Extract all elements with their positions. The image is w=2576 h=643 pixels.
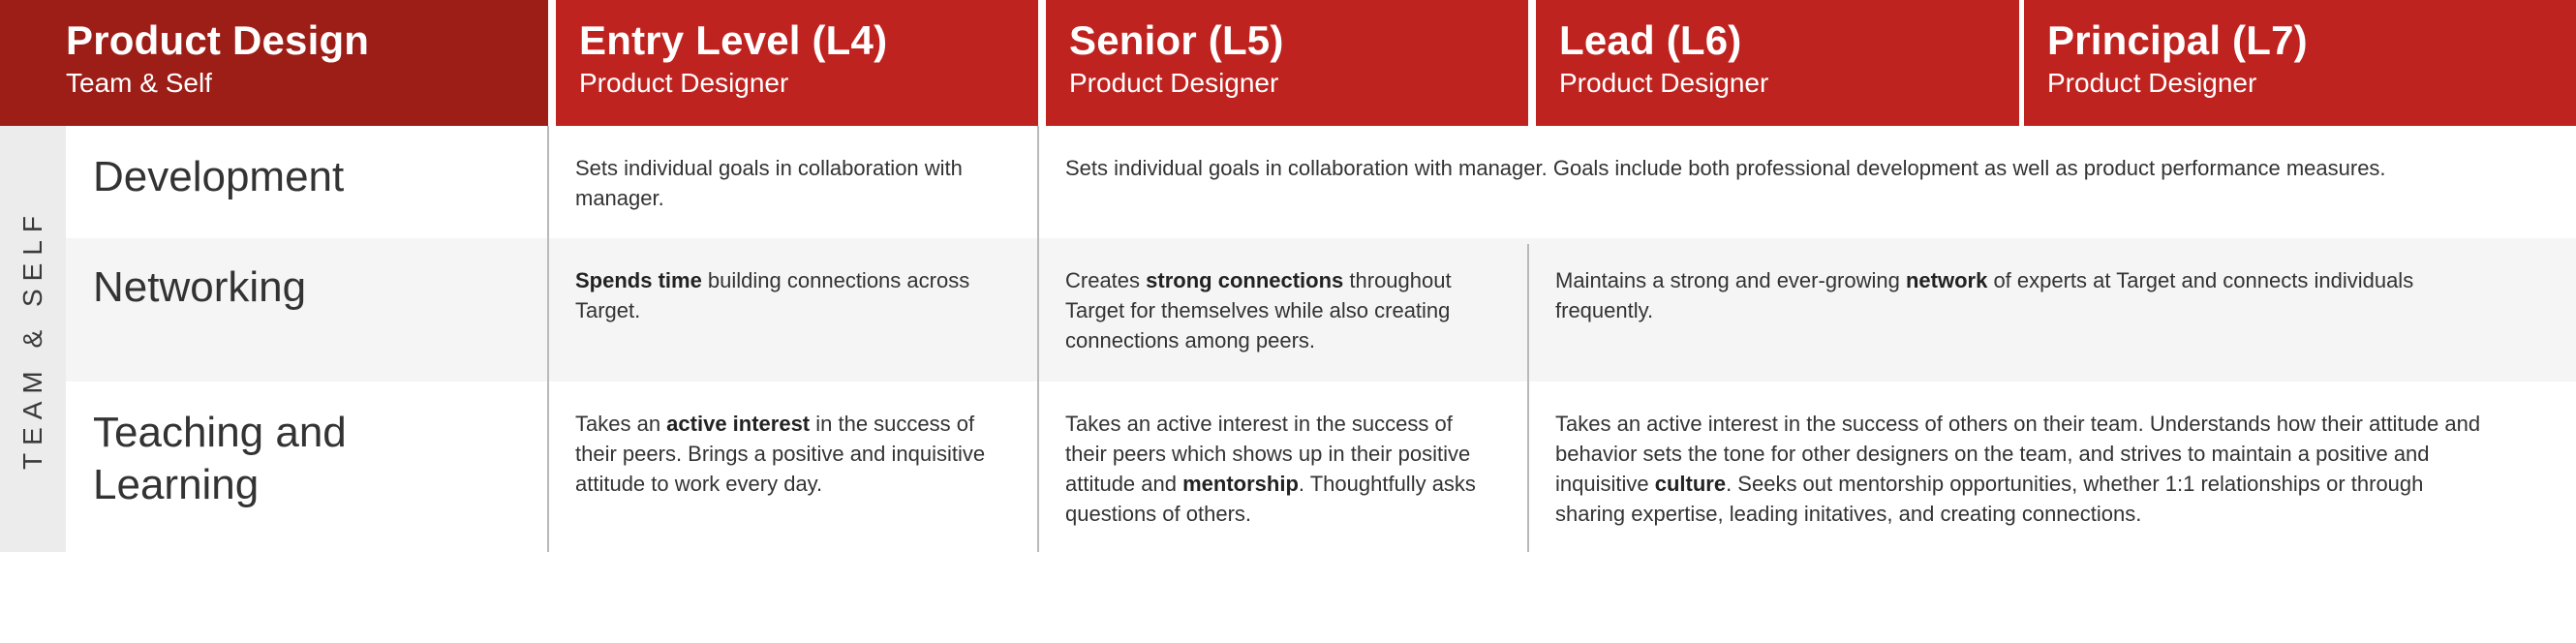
cell-text: Sets individual goals in collaboration w… [575,156,963,210]
cell-text: Takes an active interest in the success … [1065,412,1471,496]
column-divider [1527,244,1529,552]
team-and-self-vertical-label: TEAM & SELF [17,207,47,471]
column-divider [547,126,549,552]
main-subtitle: Team & Self [66,68,212,98]
cell-text: Maintains a strong and ever-growing [1555,268,1906,292]
cell-teaching-entry: Takes an active interest in the success … [575,409,1011,499]
emphasis-text: active interest [666,412,811,436]
cell-teaching-senior: Takes an active interest in the success … [1065,409,1491,529]
header-principal: Principal (L7) Product Designer [2024,0,2576,126]
row-title-line: Teaching and [93,409,347,456]
row-title: Networking [93,263,307,311]
column-title: Lead (L6) [1559,17,1742,63]
row-title-line: Learning [93,461,260,508]
column-divider [1037,126,1039,552]
header-lead: Lead (L6) Product Designer [1536,0,2019,126]
emphasis-text: strong connections [1146,268,1344,292]
column-title: Entry Level (L4) [579,17,888,63]
main-title: Product Design [66,17,370,63]
emphasis-text: culture [1654,472,1727,496]
cell-text: throughout Target for themselves while a… [1065,268,1452,352]
cell-text: Sets individual goals in collaboration w… [1065,156,2386,180]
cell-text: Creates [1065,268,1147,292]
header-senior: Senior (L5) Product Designer [1046,0,1528,126]
column-title: Senior (L5) [1069,17,1284,63]
emphasis-text: Spends time [575,268,702,292]
column-subtitle: Product Designer [2047,68,2257,98]
row-title: Development [93,153,345,200]
cell-text: . Thoughtfully asks questions of others. [1065,472,1476,526]
emphasis-text: network [1905,268,1988,292]
column-title: Principal (L7) [2047,17,2308,63]
cell-teaching-lead-principal: Takes an active interest in the success … [1555,409,2485,529]
row-title: Teaching and Learning [93,407,347,511]
row-teaching-and-learning: Teaching and Learning Takes an active in… [66,382,2576,552]
column-subtitle: Product Designer [579,68,789,98]
side-section-label: TEAM & SELF [0,126,66,552]
row-development: Development Sets individual goals in col… [66,126,2576,238]
cell-text: . Seeks out mentorship opportunities, wh… [1555,472,2424,526]
column-subtitle: Product Designer [1559,68,1769,98]
cell-text: building connections across Target. [575,268,970,322]
cell-networking-entry: Spends time building connections across … [575,265,1021,325]
cell-text: of experts at Target and connects indivi… [1555,268,2414,322]
cell-networking-lead-principal: Maintains a strong and ever-growing netw… [1555,265,2485,325]
cell-development-entry: Sets individual goals in collaboration w… [575,153,1001,213]
cell-text: Takes an [575,412,667,436]
cell-networking-senior: Creates strong connections throughout Ta… [1065,265,1491,355]
header-product-design: Product Design Team & Self [0,0,548,126]
header-entry-level: Entry Level (L4) Product Designer [556,0,1038,126]
cell-development-senior-to-principal: Sets individual goals in collaboration w… [1065,153,2537,183]
column-subtitle: Product Designer [1069,68,1279,98]
row-networking: Networking Spends time building connecti… [66,238,2576,382]
cell-text: in the success of their peers. Brings a … [575,412,986,496]
emphasis-text: mentorship [1182,472,1299,496]
cell-text: Takes an active interest in the success … [1555,412,2481,496]
